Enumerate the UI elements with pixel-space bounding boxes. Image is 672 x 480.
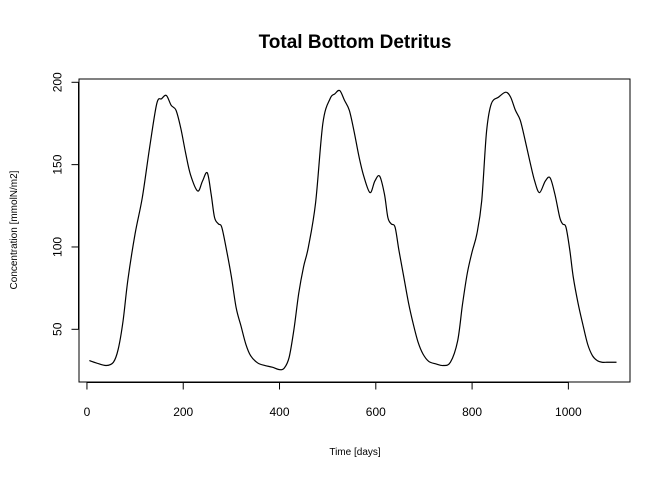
- chart-title: Total Bottom Detritus: [259, 32, 452, 53]
- series-line: [89, 89, 617, 371]
- plot-area-box: [78, 78, 631, 383]
- x-tick-label: 0: [84, 405, 91, 419]
- x-tick-label: 600: [366, 405, 386, 419]
- y-axis: 50 100 150 200: [51, 72, 79, 336]
- y-tick-label: 50: [51, 322, 65, 336]
- x-tick-label: 200: [173, 405, 193, 419]
- y-tick-label: 100: [51, 237, 65, 257]
- x-tick-label: 1000: [555, 405, 582, 419]
- x-tick-label: 800: [462, 405, 482, 419]
- x-tick-label: 400: [270, 405, 290, 419]
- x-axis: 0 200 400 600 800 1000: [84, 382, 582, 419]
- y-tick-label: 150: [51, 154, 65, 174]
- y-tick-label: 200: [51, 72, 65, 92]
- y-axis-label: Concentration [mmolN/m2]: [9, 170, 20, 289]
- x-axis-label: Time [days]: [329, 447, 381, 458]
